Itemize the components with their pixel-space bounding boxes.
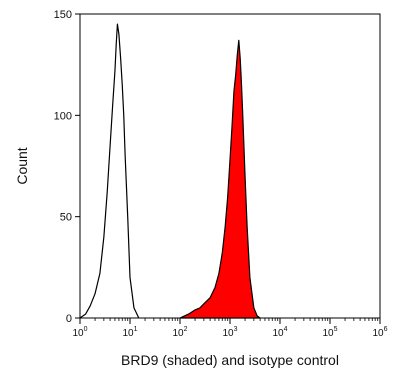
series-isotype-control-line xyxy=(79,23,140,319)
series-brd9-area xyxy=(179,39,261,319)
x-axis-label: BRD9 (shaded) and isotype control xyxy=(121,352,339,368)
y-tick-label: 0 xyxy=(66,313,72,325)
y-axis-label: Count xyxy=(14,147,30,184)
x-tick-label: 105 xyxy=(322,326,337,339)
axes: 0 50 100 150 100 101 102 103 104 105 106 xyxy=(54,9,388,339)
x-tick-label: 103 xyxy=(222,326,237,339)
y-tick-label: 50 xyxy=(60,212,72,224)
x-tick-label: 102 xyxy=(172,326,187,339)
x-tick-label: 100 xyxy=(72,326,87,339)
y-tick-label: 150 xyxy=(54,9,72,21)
x-tick-label: 101 xyxy=(122,326,137,339)
x-tick-label: 104 xyxy=(272,326,287,339)
x-tick-label: 106 xyxy=(372,326,387,339)
y-tick-label: 100 xyxy=(54,110,72,122)
plot-area xyxy=(79,23,261,319)
